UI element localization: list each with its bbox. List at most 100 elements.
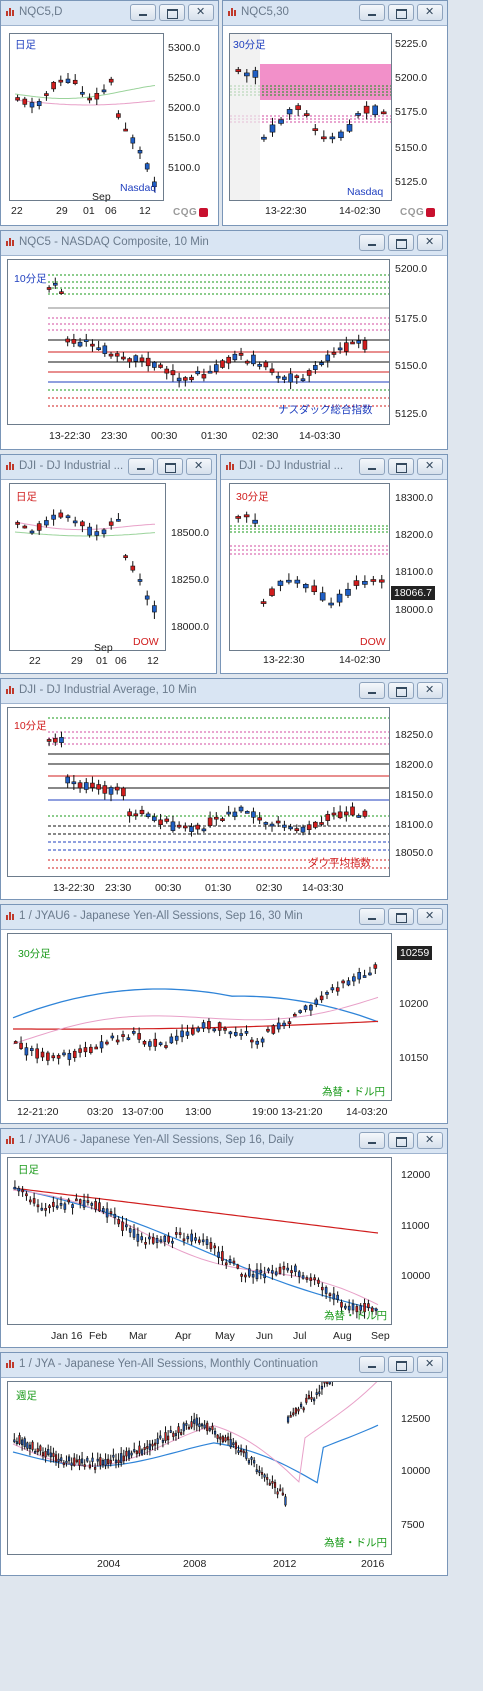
maximize-button[interactable]	[157, 458, 183, 475]
chart-plot[interactable]: 30分足 DOW	[229, 483, 390, 651]
titlebar[interactable]: NQC5,30	[223, 1, 447, 26]
chart-plot[interactable]: 10分足 ダウ平均指数	[7, 707, 390, 877]
window-dji-10min[interactable]: DJI - DJ Industrial Average, 10 Min 10分足…	[0, 678, 448, 900]
candle-body	[130, 565, 136, 571]
candle-body	[287, 1021, 292, 1024]
candle-body	[244, 360, 250, 364]
candle-body	[271, 1480, 274, 1484]
titlebar[interactable]: 1 / JYAU6 - Japanese Yen-All Sessions, S…	[1, 905, 447, 930]
candle-body	[294, 828, 300, 832]
x-tick: 06	[115, 655, 127, 667]
candle-body	[183, 825, 188, 829]
close-button[interactable]	[417, 1132, 443, 1149]
candle-body	[313, 1277, 316, 1280]
minimize-button[interactable]	[359, 682, 385, 699]
minimize-button[interactable]	[128, 458, 154, 475]
close-button[interactable]	[417, 458, 443, 475]
maximize-button[interactable]	[388, 1132, 414, 1149]
series-label: 為替・ドル円	[322, 1086, 385, 1098]
candle-body	[152, 816, 157, 821]
minimize-button[interactable]	[359, 1356, 385, 1373]
y-tick: 10000	[401, 1270, 431, 1282]
titlebar[interactable]: NQC5,D	[1, 1, 218, 26]
window-nqc5-30[interactable]: NQC5,30 30分足 Nasdaq 5225.0 5200.0 5175.0…	[222, 0, 448, 226]
titlebar[interactable]: 1 / JYAU6 - Japanese Yen-All Sessions, S…	[1, 1129, 447, 1154]
maximize-button[interactable]	[388, 4, 414, 21]
titlebar[interactable]: DJI - DJ Industrial ...	[1, 455, 216, 480]
candle-body	[288, 826, 293, 830]
close-button[interactable]	[417, 908, 443, 925]
candle-body	[268, 1482, 271, 1486]
candle-body	[13, 1186, 17, 1190]
y-tick: 5175.0	[395, 106, 428, 118]
candle-body	[341, 980, 345, 984]
maximize-button[interactable]	[388, 458, 414, 475]
maximize-button[interactable]	[388, 234, 414, 251]
candle-body	[232, 353, 238, 361]
minimize-button[interactable]	[359, 234, 385, 251]
minimize-button[interactable]	[359, 1132, 385, 1149]
candle-body	[251, 354, 256, 365]
candle-body	[29, 530, 35, 534]
x-tick: 2004	[97, 1558, 121, 1570]
close-button[interactable]	[417, 4, 443, 21]
window-dji-daily[interactable]: DJI - DJ Industrial ... 日足 DOW 18500.0 1…	[0, 454, 217, 674]
window-nqc5-daily[interactable]: NQC5,D 日足 Nasdaq 5300.0 5250.0 5200.0 51…	[0, 0, 219, 226]
candle-body	[57, 1458, 60, 1462]
minimize-button[interactable]	[359, 458, 385, 475]
chart-plot[interactable]: 日足 DOW	[9, 483, 166, 651]
candle-body	[86, 1457, 89, 1462]
candle-body	[331, 352, 337, 355]
minimize-button[interactable]	[130, 4, 156, 21]
window-dji-30[interactable]: DJI - DJ Industrial ... 30分足 DOW 18300.0…	[220, 454, 448, 674]
chart-plot[interactable]: 30分足 為替・ドル円	[7, 933, 392, 1101]
candle-body	[323, 1382, 326, 1384]
chart-plot[interactable]: 日足 為替・ドル円	[7, 1157, 392, 1325]
maximize-button[interactable]	[159, 4, 185, 21]
candle-body	[40, 1051, 45, 1058]
titlebar[interactable]: DJI - DJ Industrial Average, 10 Min	[1, 679, 447, 704]
window-jya-30min[interactable]: 1 / JYAU6 - Japanese Yen-All Sessions, S…	[0, 904, 448, 1124]
window-jya-monthly[interactable]: 1 / JYA - Japanese Yen-All Sessions, Mon…	[0, 1352, 448, 1576]
close-button[interactable]	[417, 1356, 443, 1373]
candle-body	[306, 370, 312, 376]
window-nqc5-10min[interactable]: NQC5 - NASDAQ Composite, 10 Min 10分足 ナスダ…	[0, 230, 448, 450]
candle-body	[82, 1199, 86, 1208]
candle-body	[368, 972, 372, 976]
y-tick: 18100.0	[395, 819, 433, 831]
candle-body	[83, 1464, 86, 1467]
minimize-button[interactable]	[359, 4, 385, 21]
candle-body	[67, 1053, 72, 1060]
candle-body	[295, 105, 301, 110]
candle-body	[290, 1270, 293, 1274]
close-button[interactable]	[188, 4, 214, 21]
window-jya-daily[interactable]: 1 / JYAU6 - Japanese Yen-All Sessions, S…	[0, 1128, 448, 1348]
candle-body	[312, 128, 319, 131]
titlebar[interactable]: DJI - DJ Industrial ...	[221, 455, 447, 480]
close-button[interactable]	[417, 234, 443, 251]
maximize-button[interactable]	[388, 682, 414, 699]
candle-body	[75, 1459, 78, 1463]
titlebar[interactable]: 1 / JYA - Japanese Yen-All Sessions, Mon…	[1, 1353, 447, 1378]
maximize-button[interactable]	[388, 908, 414, 925]
candle-body	[90, 782, 95, 788]
candle-body	[52, 282, 58, 286]
chart-plot[interactable]: 週足 為替・ドル円	[7, 1381, 392, 1555]
candle-body	[104, 1459, 107, 1466]
close-button[interactable]	[186, 458, 212, 475]
candle-body	[350, 341, 355, 345]
candle-body	[40, 1207, 44, 1211]
y-tick: 18250.0	[171, 574, 209, 586]
close-button[interactable]	[417, 682, 443, 699]
titlebar[interactable]: NQC5 - NASDAQ Composite, 10 Min	[1, 231, 447, 256]
chart-plot[interactable]: 30分足 Nasdaq	[229, 33, 392, 201]
candle-body	[174, 1232, 178, 1235]
candle-body	[78, 1459, 81, 1466]
chart-plot[interactable]: 10分足 ナスダック総合指数	[7, 259, 390, 425]
candle-body	[356, 815, 362, 818]
candle-body	[207, 817, 213, 827]
chart-plot[interactable]: 日足 Nasdaq	[9, 33, 164, 201]
minimize-button[interactable]	[359, 908, 385, 925]
maximize-button[interactable]	[388, 1356, 414, 1373]
candle-body	[235, 69, 242, 72]
